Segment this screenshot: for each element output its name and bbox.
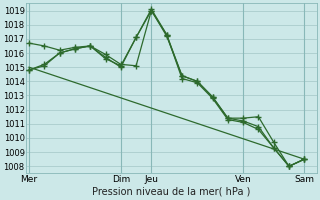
X-axis label: Pression niveau de la mer( hPa ): Pression niveau de la mer( hPa ) bbox=[92, 187, 251, 197]
